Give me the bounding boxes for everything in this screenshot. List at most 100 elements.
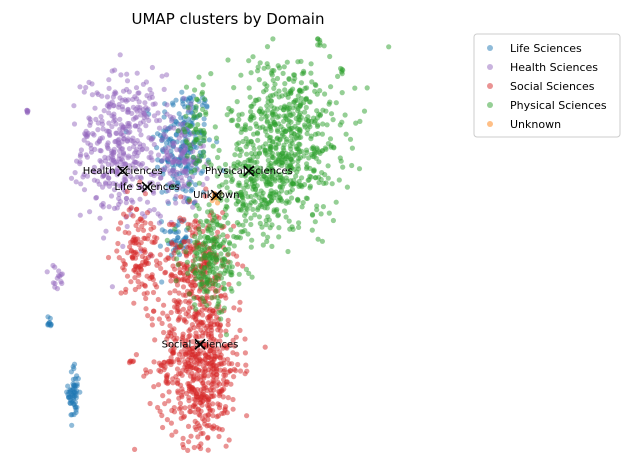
data-point <box>222 372 229 378</box>
data-point <box>255 68 261 74</box>
data-point <box>269 139 276 145</box>
data-point <box>69 422 75 428</box>
data-point <box>179 386 185 392</box>
data-point <box>249 274 255 280</box>
data-point <box>263 114 269 120</box>
data-point <box>166 255 172 261</box>
data-point <box>101 108 107 114</box>
data-point <box>302 85 308 91</box>
data-point <box>177 153 184 159</box>
data-point <box>221 368 227 374</box>
data-point <box>181 341 187 347</box>
data-point <box>180 284 187 290</box>
data-point <box>81 89 87 95</box>
data-point <box>164 417 170 423</box>
data-point <box>188 249 194 255</box>
data-point <box>230 337 236 343</box>
data-point <box>216 393 222 399</box>
data-point <box>223 264 229 270</box>
data-point <box>25 108 31 114</box>
data-point <box>229 361 235 367</box>
data-point <box>208 71 214 77</box>
data-point <box>115 240 121 247</box>
data-point <box>344 184 350 190</box>
data-point <box>161 329 167 336</box>
data-point <box>284 198 290 204</box>
data-point <box>116 101 122 108</box>
data-point <box>144 93 150 99</box>
data-point <box>289 195 295 201</box>
data-point <box>180 306 186 312</box>
data-point <box>44 269 50 275</box>
data-point <box>287 127 293 133</box>
data-point <box>212 124 218 130</box>
data-point <box>154 262 160 268</box>
data-point <box>203 186 209 192</box>
data-point <box>171 125 177 131</box>
data-point <box>84 173 91 179</box>
data-point <box>223 172 229 179</box>
data-point <box>325 175 331 181</box>
data-point <box>105 161 111 167</box>
data-point <box>77 84 83 90</box>
data-point <box>233 334 239 340</box>
data-point <box>176 135 182 141</box>
data-point <box>235 159 241 165</box>
data-point <box>111 187 118 193</box>
data-point <box>100 200 106 207</box>
data-point <box>133 352 139 358</box>
data-point <box>308 61 314 67</box>
data-point <box>93 116 99 122</box>
legend-marker <box>487 64 493 70</box>
data-point <box>197 281 203 287</box>
data-point <box>126 153 132 159</box>
data-point <box>109 284 115 290</box>
data-point <box>193 104 199 110</box>
data-point <box>259 197 265 204</box>
data-point <box>145 313 151 319</box>
data-point <box>177 314 183 320</box>
data-point <box>225 57 231 63</box>
data-point <box>177 400 183 406</box>
data-point <box>241 126 248 132</box>
data-point <box>254 159 260 165</box>
data-point <box>236 307 243 313</box>
data-point <box>186 439 192 445</box>
data-point <box>130 104 136 110</box>
data-point <box>126 207 132 213</box>
data-point <box>96 168 102 174</box>
data-point <box>132 446 138 452</box>
data-point <box>180 354 186 360</box>
data-point <box>46 320 53 326</box>
data-point <box>209 197 215 204</box>
data-point <box>181 95 187 101</box>
data-point <box>182 405 188 411</box>
data-point <box>162 270 168 276</box>
data-point <box>224 233 230 239</box>
data-point <box>155 296 161 303</box>
data-point <box>131 267 137 273</box>
data-point <box>81 187 88 193</box>
data-point <box>231 223 237 229</box>
data-point <box>162 125 168 131</box>
data-point <box>98 114 104 120</box>
data-point <box>342 112 348 118</box>
data-point <box>117 126 123 132</box>
data-point <box>164 237 170 243</box>
data-point <box>176 360 182 366</box>
data-point <box>264 118 270 124</box>
data-point <box>169 241 175 247</box>
data-point <box>99 121 106 127</box>
data-point <box>187 332 193 338</box>
data-point <box>246 270 252 276</box>
data-point <box>302 124 308 130</box>
data-point <box>58 272 64 278</box>
data-point <box>86 79 92 85</box>
data-point <box>54 275 60 281</box>
data-point <box>195 122 201 128</box>
data-point <box>176 185 183 191</box>
data-point <box>137 184 143 190</box>
data-point <box>222 247 228 253</box>
data-point <box>281 147 287 153</box>
data-point <box>109 68 115 74</box>
